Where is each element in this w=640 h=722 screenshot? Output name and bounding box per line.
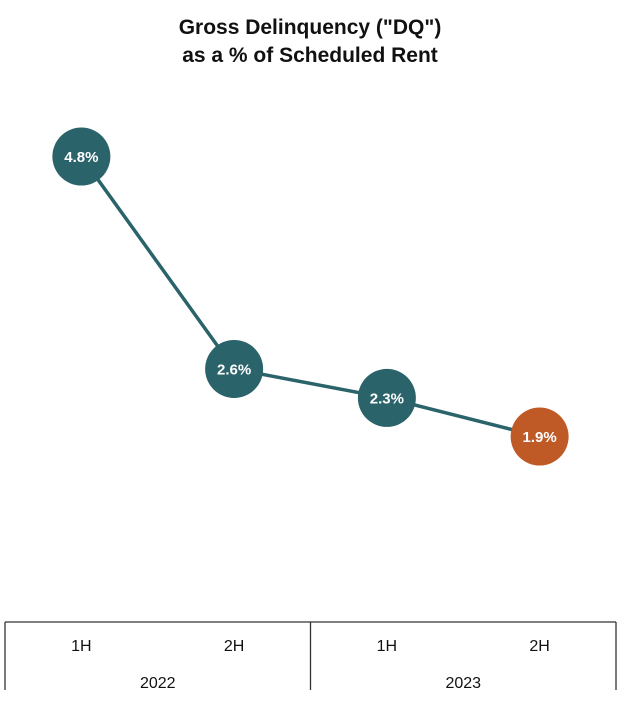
data-label: 2.3% <box>370 390 404 407</box>
chart-title: Gross Delinquency ("DQ") as a % of Sched… <box>0 14 620 70</box>
series-line-group <box>79 154 542 439</box>
data-point <box>510 407 569 466</box>
axis-category-label: 1H <box>71 638 91 655</box>
axis-group-label: 2023 <box>445 675 481 692</box>
data-label: 1.9% <box>523 429 557 446</box>
axis-category-label: 1H <box>377 638 397 655</box>
data-point <box>205 339 264 398</box>
data-point <box>52 127 111 186</box>
chart-title-line-2: as a % of Scheduled Rent <box>182 44 438 67</box>
data-label: 2.6% <box>217 361 251 378</box>
series-line-segment <box>79 154 236 371</box>
chart-title-line-1: Gross Delinquency ("DQ") <box>178 16 442 39</box>
data-point <box>357 368 416 427</box>
data-points-group: 4.8% 2.6% 2.3% 1.9% <box>52 127 569 466</box>
data-label: 4.8% <box>64 149 98 166</box>
category-axis-table: 2022 2023 1H 2H 1H 2H <box>4 621 617 692</box>
axis-category-label: 2H <box>529 638 549 655</box>
axis-group-label: 2022 <box>140 675 176 692</box>
axis-category-label: 2H <box>224 638 244 655</box>
